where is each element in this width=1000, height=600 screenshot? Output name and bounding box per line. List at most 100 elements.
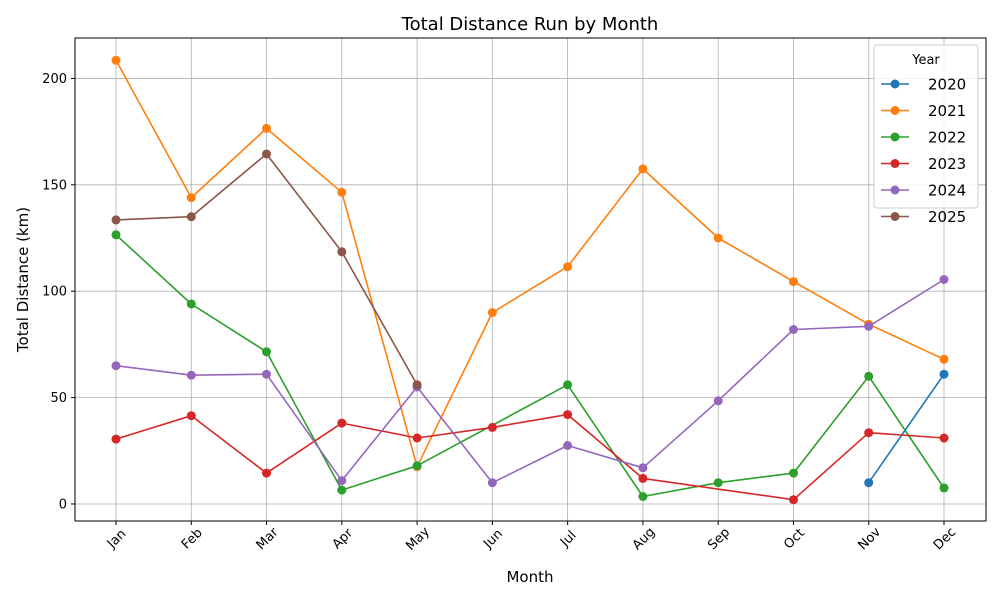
data-point: [563, 380, 573, 390]
legend-item-2021: 2021: [881, 102, 966, 120]
grid: [75, 38, 986, 521]
data-point: [864, 371, 874, 381]
data-point: [111, 361, 121, 371]
series-line-2024: [115, 278, 945, 484]
x-tick-label: Aug: [630, 525, 659, 554]
x-tick-label: Mar: [254, 525, 282, 553]
data-point: [713, 233, 723, 243]
legend-box: [873, 44, 979, 209]
legend-label: 2024: [928, 182, 966, 200]
x-tick-label: Dec: [931, 525, 959, 553]
legend-item-2020: 2020: [881, 76, 966, 94]
legend-items: 2020 2021 2022 2023 2024 2025: [881, 76, 966, 226]
data-point: [262, 369, 271, 379]
legend-item-2022: 2022: [881, 129, 966, 147]
x-tick-label: Nov: [856, 525, 885, 554]
data-point: [638, 473, 648, 483]
series-line-2021: [115, 59, 945, 468]
data-point: [487, 478, 497, 488]
data-point: [262, 123, 271, 133]
data-point: [186, 411, 196, 421]
legend-label: 2023: [928, 155, 966, 173]
data-point: [487, 422, 497, 432]
legend-label: 2020: [928, 76, 966, 94]
data-point: [789, 277, 798, 287]
legend-label: 2025: [928, 208, 966, 226]
y-tick-label: 50: [50, 391, 67, 406]
x-tick-label: Jul: [557, 528, 579, 550]
series-2025: [111, 149, 422, 390]
legend[interactable]: Year 2020 2021 2022 2023 2024 2025: [873, 44, 979, 226]
data-point: [111, 230, 121, 240]
series-lines: [111, 55, 949, 505]
x-tick-label: Jun: [480, 527, 506, 553]
series-line-2020: [868, 373, 945, 484]
data-point: [262, 149, 271, 159]
data-point: [789, 495, 798, 505]
data-point: [789, 325, 798, 334]
legend-marker: [890, 212, 900, 221]
legend-item-2024: 2024: [881, 182, 966, 200]
data-point: [262, 347, 271, 357]
legend-marker: [890, 132, 900, 142]
legend-label: 2021: [928, 102, 966, 120]
data-point: [939, 369, 949, 379]
axes: Jan Feb Mar Apr May Jun Jul Aug Sep Oct Nov Dec 0 50 1…: [42, 72, 959, 554]
legend-label: 2022: [928, 129, 966, 147]
x-tick-label: Sep: [705, 525, 733, 553]
plot-frame: [74, 37, 987, 522]
data-point: [713, 396, 723, 406]
data-point: [412, 380, 422, 390]
chart-title: Total Distance Run by Month: [401, 14, 659, 35]
series-2021: [111, 55, 949, 472]
legend-title: Year: [911, 53, 940, 68]
data-point: [563, 441, 573, 450]
x-tick-label: Feb: [179, 526, 206, 553]
data-point: [939, 433, 949, 443]
data-point: [186, 370, 196, 380]
data-point: [864, 478, 874, 488]
data-point: [111, 434, 121, 444]
legend-marker: [890, 106, 900, 115]
data-point: [713, 478, 723, 488]
legend-marker: [890, 159, 900, 168]
series-2023: [111, 410, 949, 505]
legend-marker: [890, 185, 900, 195]
data-point: [186, 193, 196, 203]
data-point: [262, 468, 271, 478]
series-2024: [111, 275, 949, 488]
y-tick-label: 0: [59, 497, 67, 512]
data-point: [939, 354, 949, 364]
data-point: [337, 485, 347, 495]
x-tick-label: May: [403, 524, 433, 554]
data-point: [789, 468, 798, 478]
series-2022: [111, 230, 949, 501]
data-point: [939, 483, 949, 493]
data-point: [186, 299, 196, 309]
data-point: [412, 433, 422, 443]
data-point: [111, 215, 121, 225]
y-tick-label: 200: [42, 72, 67, 87]
data-point: [337, 247, 347, 257]
data-point: [638, 463, 648, 473]
data-point: [638, 164, 648, 174]
legend-marker: [890, 79, 900, 89]
data-point: [337, 476, 347, 486]
data-point: [111, 55, 121, 65]
data-point: [337, 187, 347, 197]
series-line-2022: [115, 234, 945, 498]
x-tick-label: Apr: [330, 525, 357, 552]
y-tick-label: 150: [42, 178, 67, 193]
x-tick-label: Oct: [781, 526, 808, 553]
data-point: [864, 428, 874, 438]
x-tick-label: Jan: [104, 527, 129, 552]
y-tick-label: 100: [42, 285, 67, 300]
data-point: [412, 461, 422, 471]
data-point: [939, 275, 949, 284]
x-axis-title: Month: [506, 568, 553, 586]
series-line-2023: [115, 413, 945, 501]
data-point: [864, 321, 874, 331]
data-point: [638, 492, 648, 501]
